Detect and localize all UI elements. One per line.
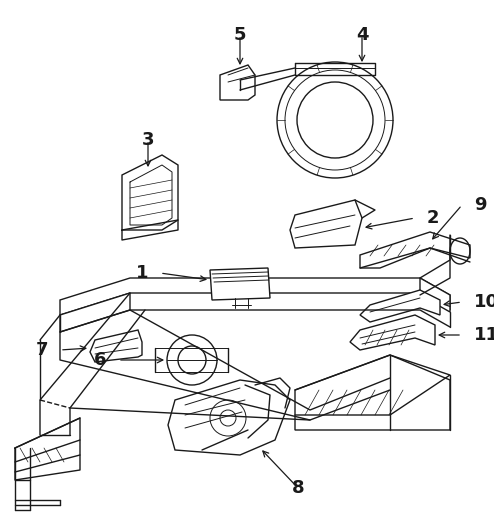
Text: 9: 9 [474,196,487,214]
Text: 11: 11 [474,326,494,344]
Polygon shape [90,330,142,362]
Text: 8: 8 [291,479,304,497]
Text: 6: 6 [93,351,106,369]
Polygon shape [420,278,450,312]
Polygon shape [220,65,255,100]
Polygon shape [210,268,270,300]
Polygon shape [60,293,130,332]
Text: 4: 4 [356,26,368,44]
Polygon shape [360,290,440,322]
Polygon shape [290,200,362,248]
Polygon shape [60,278,450,315]
Text: 7: 7 [36,341,48,359]
Text: 2: 2 [427,209,440,227]
Polygon shape [360,232,470,268]
Text: 5: 5 [234,26,246,44]
Polygon shape [168,380,290,455]
Polygon shape [122,155,178,230]
Polygon shape [295,355,450,430]
Text: 10: 10 [474,293,494,311]
Polygon shape [350,315,435,350]
Text: 3: 3 [142,131,154,149]
Text: 1: 1 [135,264,148,282]
